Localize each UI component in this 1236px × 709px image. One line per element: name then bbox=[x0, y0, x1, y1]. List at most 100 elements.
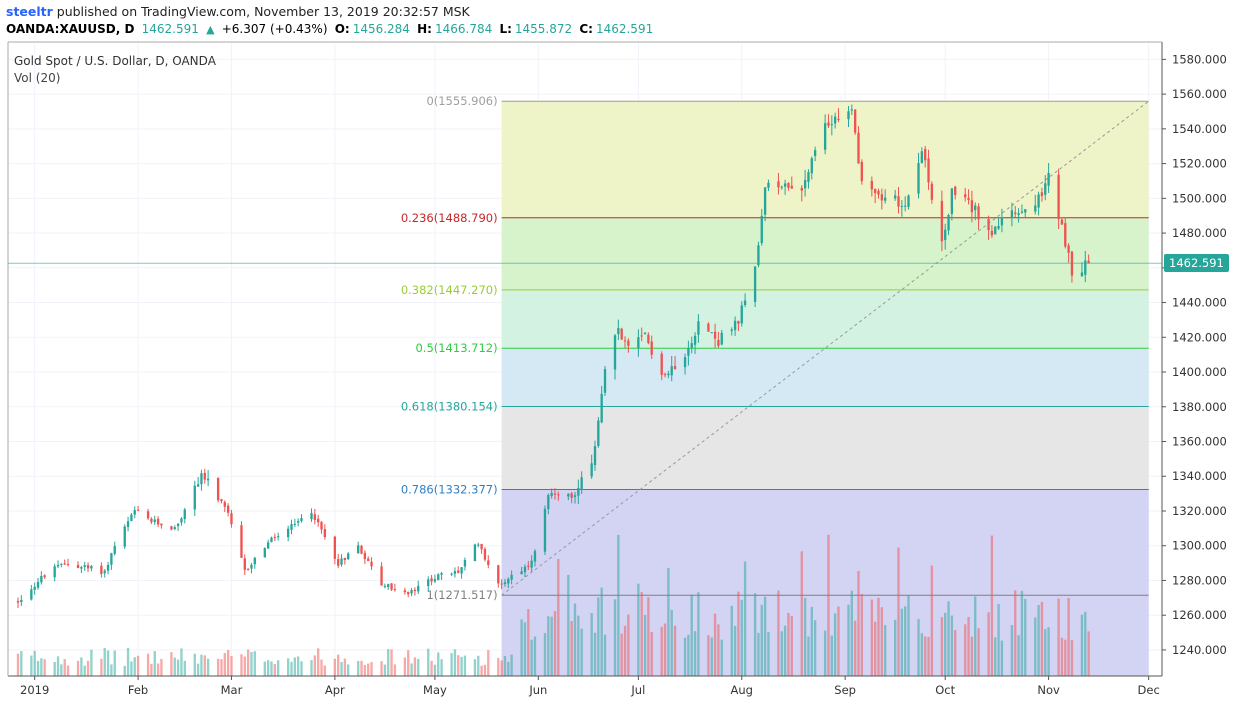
fib-level-label: 1(1271.517) bbox=[426, 588, 497, 602]
candle-body bbox=[900, 205, 904, 207]
candle-body bbox=[136, 509, 140, 511]
candle-body bbox=[760, 215, 763, 244]
volume-bar bbox=[457, 655, 460, 676]
candle-body bbox=[380, 566, 383, 586]
volume-bar bbox=[483, 664, 487, 676]
candle-body bbox=[970, 200, 974, 213]
volume-bar bbox=[617, 534, 620, 676]
candle-body bbox=[767, 182, 770, 188]
candle-body bbox=[110, 553, 113, 565]
volume-bar bbox=[333, 658, 337, 676]
volume-bar bbox=[63, 659, 66, 676]
candle-body bbox=[483, 549, 487, 560]
volume-bar bbox=[603, 634, 607, 676]
candle-body bbox=[690, 343, 693, 348]
volume-bar bbox=[473, 659, 477, 676]
candle-body bbox=[523, 566, 527, 573]
volume-bar bbox=[990, 535, 994, 676]
author-link[interactable]: steeltr bbox=[6, 4, 53, 19]
x-tick-label: Sep bbox=[834, 683, 856, 697]
candle-body bbox=[964, 194, 967, 198]
candle-body bbox=[90, 566, 93, 569]
volume-bar bbox=[543, 633, 547, 676]
candle-body bbox=[660, 353, 663, 375]
volume-bar bbox=[530, 639, 533, 676]
candle-body bbox=[613, 335, 617, 370]
candle-body bbox=[997, 225, 1000, 229]
candle-body bbox=[1087, 260, 1090, 264]
candle-body bbox=[763, 187, 767, 215]
candle-body bbox=[343, 557, 347, 560]
volume-bar bbox=[380, 661, 383, 676]
volume-bar bbox=[1084, 611, 1087, 676]
up-arrow-icon: ▲ bbox=[206, 23, 215, 36]
volume-bar bbox=[877, 597, 880, 676]
candle-body bbox=[987, 219, 990, 231]
volume-bar bbox=[523, 622, 527, 676]
candle-body bbox=[80, 567, 83, 569]
candle-body bbox=[497, 565, 500, 584]
y-tick-label: 1240.000 bbox=[1172, 643, 1227, 657]
candle-body bbox=[730, 329, 733, 331]
volume-bar bbox=[974, 596, 977, 676]
volume-bar bbox=[663, 623, 667, 676]
volume-bar bbox=[837, 606, 840, 676]
candle-body bbox=[557, 494, 560, 496]
x-tick-label: Apr bbox=[325, 683, 345, 697]
volume-bar bbox=[310, 660, 313, 676]
volume-bar bbox=[103, 648, 106, 676]
candle-body bbox=[567, 493, 570, 497]
candle-body bbox=[246, 568, 250, 570]
volume-bar bbox=[290, 661, 293, 676]
volume-bar bbox=[170, 652, 173, 676]
volume-bar bbox=[367, 663, 370, 676]
x-tick-label: Feb bbox=[128, 683, 148, 697]
open-label: O: bbox=[334, 22, 350, 36]
candle-body bbox=[300, 518, 303, 522]
fibonacci-retracement[interactable]: 0(1555.906) 0.236(1488.790) 0.382(1447.270… bbox=[401, 94, 1149, 676]
volume-bar bbox=[480, 665, 483, 676]
candle-body bbox=[687, 348, 690, 356]
volume-bar bbox=[900, 608, 904, 676]
volume-bar bbox=[370, 662, 373, 676]
volume-bar bbox=[503, 656, 507, 676]
volume-bar bbox=[66, 665, 70, 676]
volume-bar bbox=[1044, 629, 1047, 676]
candle-body bbox=[183, 509, 186, 520]
volume-bar bbox=[156, 663, 160, 676]
candle-body bbox=[673, 366, 677, 370]
candle-body bbox=[894, 195, 897, 199]
candle-body bbox=[977, 206, 980, 220]
volume-bar bbox=[870, 599, 873, 676]
candle-body bbox=[363, 552, 367, 560]
candle-body bbox=[453, 571, 457, 574]
volume-bar bbox=[300, 661, 303, 676]
volume-bar bbox=[1000, 640, 1004, 676]
volume-bar bbox=[183, 660, 186, 676]
volume-bar bbox=[487, 650, 490, 676]
candle-body bbox=[650, 341, 653, 355]
candle-body bbox=[383, 585, 387, 587]
volume-bar bbox=[263, 661, 266, 676]
candle-body bbox=[170, 526, 173, 530]
volume-bar bbox=[410, 663, 413, 676]
volume-bar bbox=[173, 657, 176, 676]
volume-bar bbox=[547, 616, 550, 676]
candle-body bbox=[243, 558, 246, 570]
candle-body bbox=[697, 321, 700, 335]
candle-body bbox=[133, 510, 136, 515]
volume-bar bbox=[1037, 605, 1040, 676]
volume-bar bbox=[273, 663, 276, 676]
candle-body bbox=[390, 583, 393, 590]
volume-bar bbox=[500, 660, 503, 676]
candle-body bbox=[643, 332, 647, 335]
candles[interactable] bbox=[16, 104, 1090, 608]
candle-body bbox=[36, 581, 40, 588]
volume-bar bbox=[343, 658, 347, 676]
candle-body bbox=[810, 158, 813, 174]
x-tick-label: Mar bbox=[221, 683, 243, 697]
candle-body bbox=[410, 589, 413, 594]
candle-body bbox=[1060, 219, 1064, 225]
volume-bar bbox=[964, 624, 967, 676]
